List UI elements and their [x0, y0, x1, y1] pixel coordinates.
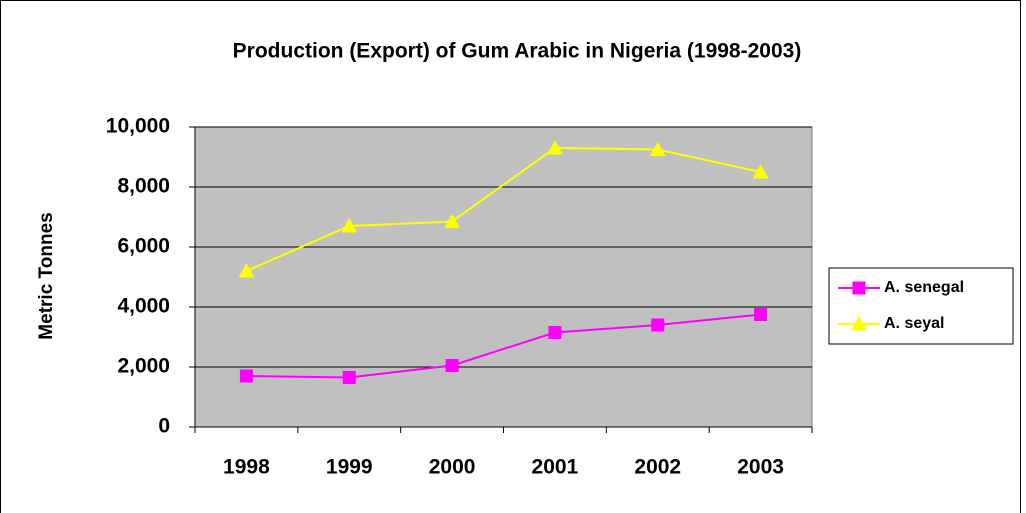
data-point [547, 139, 563, 155]
y-tick-label: 8,000 [117, 175, 170, 198]
data-point [239, 369, 253, 383]
legend-label: A. seyal [884, 315, 944, 332]
data-point [238, 262, 255, 278]
data-point [752, 163, 769, 179]
data-point [754, 308, 768, 321]
y-tick-label: 10,000 [106, 115, 170, 138]
data-point [444, 213, 460, 228]
x-tick-label: 2000 [429, 456, 476, 479]
data-point [445, 359, 459, 372]
y-axis-label: Metric Tonnes [36, 212, 57, 339]
legend-label: A. senegal [884, 279, 964, 296]
data-point [651, 318, 665, 332]
x-tick-label: 1998 [223, 456, 270, 479]
legend-marker [851, 315, 867, 331]
legend-marker [852, 281, 866, 295]
y-tick-label: 2,000 [117, 355, 170, 378]
data-point [548, 326, 562, 339]
data-point [341, 217, 358, 233]
legend-box [828, 267, 1014, 345]
data-point [342, 371, 356, 384]
plot-area [194, 126, 813, 428]
x-tick-label: 2003 [737, 456, 784, 479]
series-line [246, 313, 761, 379]
data-point [649, 141, 666, 156]
y-tick-label: 4,000 [117, 295, 170, 318]
y-tick-label: 6,000 [117, 235, 170, 258]
x-tick-label: 2002 [634, 456, 681, 479]
x-tick-label: 1999 [326, 456, 373, 479]
x-tick-label: 2001 [532, 456, 579, 479]
y-tick-label: 0 [158, 415, 170, 438]
series-line [246, 146, 761, 272]
chart-title: Production (Export) of Gum Arabic in Nig… [233, 40, 802, 63]
